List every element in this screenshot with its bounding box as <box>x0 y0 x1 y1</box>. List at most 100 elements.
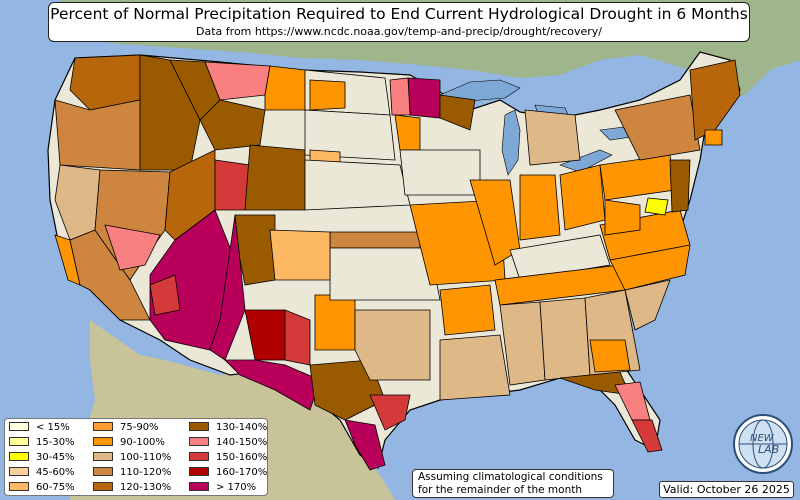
legend-label: 30-45% <box>36 452 75 463</box>
legend-item: 75-90% <box>93 422 159 434</box>
region-tx-pan <box>314 294 356 351</box>
legend-label: 130-140% <box>216 422 268 433</box>
region-ok-o <box>269 229 331 281</box>
globe-logo-icon: NEW LAB <box>733 414 793 474</box>
legend-swatch <box>189 467 209 476</box>
legend-swatch <box>9 482 29 491</box>
region-oh <box>559 164 606 231</box>
region-nd-o <box>309 79 346 111</box>
legend-swatch <box>93 467 113 476</box>
region-az-red <box>149 274 181 316</box>
legend-label: 120-130% <box>120 482 172 493</box>
legend-swatch <box>93 482 113 491</box>
legend-item: 15-30% <box>9 437 75 449</box>
logo-text-bottom: LAB <box>758 443 779 456</box>
region-co-w <box>214 159 251 211</box>
region-mi <box>524 109 581 166</box>
region-or <box>54 99 141 171</box>
page-title: Percent of Normal Precipitation Required… <box>50 5 748 23</box>
region-tx-s <box>344 419 386 471</box>
region-co-e <box>244 144 306 211</box>
legend-label: 110-120% <box>120 467 172 478</box>
legend-label: < 15% <box>36 422 70 433</box>
region-nm-pink <box>284 309 311 366</box>
legend-swatch <box>189 452 209 461</box>
region-ok <box>329 247 441 301</box>
region-tx-gulf <box>369 394 411 431</box>
region-in <box>519 174 561 241</box>
legend-swatch <box>9 437 29 446</box>
legend-item: 100-110% <box>93 452 171 464</box>
region-ks <box>329 231 421 249</box>
legend-item: 60-75% <box>9 482 75 494</box>
region-md <box>644 197 669 216</box>
region-ar <box>439 284 496 336</box>
legend-swatch <box>93 437 113 446</box>
legend-item: 45-60% <box>9 467 75 479</box>
legend-swatch <box>9 422 29 431</box>
legend-item: 160-170% <box>189 467 267 479</box>
lake-erie <box>559 149 613 173</box>
legend-swatch <box>189 482 209 491</box>
legend: < 15% 15-30% 30-45% 45-60% 60-75% 75-90% 90-10… <box>4 418 268 496</box>
region-nj <box>669 159 691 213</box>
legend-label: 140-150% <box>216 437 268 448</box>
legend-item: 120-130% <box>93 482 171 494</box>
legend-item: 140-150% <box>189 437 267 449</box>
region-ma <box>704 129 723 146</box>
page-subtitle: Data from https://www.ncdc.noaa.gov/temp… <box>196 25 602 38</box>
legend-swatch <box>93 422 113 431</box>
legend-label: 90-100% <box>120 437 165 448</box>
region-al <box>539 297 591 381</box>
legend-swatch <box>9 452 29 461</box>
region-wi <box>439 94 476 131</box>
legend-item: 110-120% <box>93 467 171 479</box>
legend-item: < 15% <box>9 422 70 434</box>
region-wv <box>604 199 641 236</box>
legend-label: 160-170% <box>216 467 268 478</box>
region-ky <box>509 234 611 281</box>
valid-date: Valid: October 26 2025 <box>659 481 794 498</box>
region-la <box>439 334 511 401</box>
region-fl-s <box>631 419 663 453</box>
assumption-note: Assuming climatological conditions for t… <box>412 469 614 498</box>
legend-label: > 170% <box>216 482 257 493</box>
legend-item: 130-140% <box>189 422 267 434</box>
legend-label: 45-60% <box>36 467 75 478</box>
region-ne <box>304 159 411 211</box>
assumption-line-2: for the remainder of the month <box>418 483 583 496</box>
legend-swatch <box>189 422 209 431</box>
legend-item: > 170% <box>189 482 256 494</box>
legend-label: 75-90% <box>120 422 159 433</box>
logo-text-top: NEW <box>750 433 775 444</box>
title-box: Percent of Normal Precipitation Required… <box>48 2 750 42</box>
legend-label: 100-110% <box>120 452 172 463</box>
region-mn-pink <box>389 77 411 116</box>
assumption-line-1: Assuming climatological conditions <box>418 471 603 483</box>
region-mn-red <box>407 77 441 119</box>
region-nm-e <box>234 214 276 286</box>
legend-swatch <box>189 437 209 446</box>
legend-item: 30-45% <box>9 452 75 464</box>
region-sd <box>304 109 396 161</box>
legend-label: 15-30% <box>36 437 75 448</box>
region-ia <box>399 149 481 196</box>
region-sc <box>624 279 671 331</box>
legend-item: 150-160% <box>189 452 267 464</box>
region-ga-o <box>589 339 631 373</box>
region-nv-s <box>104 224 161 271</box>
region-mt-e <box>264 65 306 111</box>
legend-swatch <box>93 452 113 461</box>
lake-michigan <box>501 109 521 176</box>
drought-regions <box>54 54 741 471</box>
legend-swatch <box>9 467 29 476</box>
region-tx-tan <box>354 309 431 381</box>
legend-item: 90-100% <box>93 437 165 449</box>
region-ny <box>614 94 701 161</box>
legend-label: 150-160% <box>216 452 268 463</box>
region-ne-coast <box>689 59 741 141</box>
legend-label: 60-75% <box>36 482 75 493</box>
region-wy <box>199 99 266 151</box>
